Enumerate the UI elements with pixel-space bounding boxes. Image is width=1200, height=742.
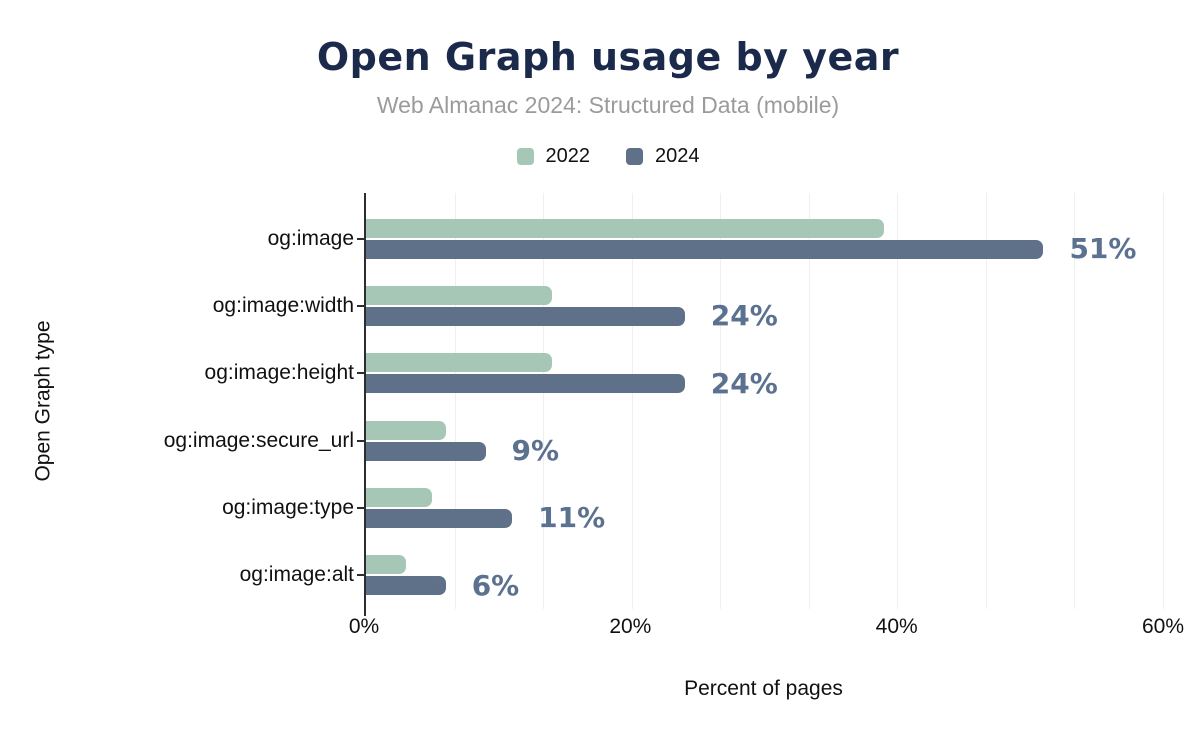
bar-line-2024: 24%: [366, 369, 1163, 397]
plot-region: 51% 24%: [349, 193, 1184, 701]
bar-line-2022: [366, 218, 1163, 238]
chart-body: Open Graph type og:image og:image:width …: [16, 193, 1200, 701]
gridline: [1074, 193, 1076, 609]
legend: 2022 2024: [16, 145, 1200, 167]
data-label-og-image: 51%: [1069, 232, 1137, 266]
gridlines: [366, 193, 1164, 609]
bar-group-og-image-height: 24%: [357, 340, 1163, 407]
category-label-og-image-alt: og:image:alt: [239, 563, 354, 587]
gridline: [720, 193, 722, 609]
chart-subtitle: Web Almanac 2024: Structured Data (mobil…: [376, 92, 840, 118]
bar-2022-og-image: [366, 218, 885, 238]
category-label-og-image-type: og:image:type: [222, 495, 354, 519]
category-labels: og:image og:image:width og:image:height …: [72, 193, 364, 609]
x-axis-title: Percent of pages: [684, 677, 843, 700]
chart-title: Open Graph usage by year: [316, 35, 900, 79]
gridline: [631, 193, 633, 609]
gridline: [454, 193, 456, 609]
bar-2022-og-image-secure-url: [366, 420, 446, 440]
category-label-og-image-width: og:image:width: [212, 293, 354, 317]
legend-label-2024: 2024: [655, 144, 700, 167]
bar-line-2022: [366, 555, 1163, 575]
category-label-og-image-secure-url: og:image:secure_url: [163, 428, 354, 452]
x-tick-40: 40%: [875, 615, 918, 638]
bar-line-2024: 24%: [366, 302, 1163, 330]
bar-2024-og-image-type: [366, 508, 513, 528]
bar-line-2022: [366, 353, 1163, 373]
bar-group-og-image-width: 24%: [357, 272, 1163, 339]
data-label-og-image-alt: 6%: [471, 568, 520, 602]
legend-label-2022: 2022: [545, 144, 591, 167]
bar-group-og-image: 51%: [357, 205, 1163, 272]
bar-rows: 51% 24%: [357, 193, 1163, 609]
legend-swatch-2024: [626, 147, 643, 165]
legend-item-2024: 2024: [626, 145, 700, 168]
data-label-og-image-width: 24%: [710, 299, 778, 333]
bar-line-2024: 51%: [366, 235, 1163, 263]
bar-line-2022: [366, 285, 1163, 305]
bar-2024-og-image-alt: [366, 576, 446, 596]
plot-area: 51% 24%: [357, 193, 1164, 616]
bar-group-og-image-alt: 6%: [357, 542, 1163, 609]
category-label-og-image-height: og:image:height: [204, 361, 354, 385]
category-label-og-image: og:image: [267, 226, 354, 250]
y-axis-title-box: Open Graph type: [16, 193, 72, 609]
bar-line-2022: [366, 487, 1163, 507]
bar-2024-og-image-width: [366, 306, 685, 326]
bar-2022-og-image-alt: [366, 555, 406, 575]
legend-item-2022: 2022: [516, 144, 591, 168]
bar-2022-og-image-height: [366, 353, 552, 373]
gridline: [543, 193, 545, 609]
bar-2024-og-image: [366, 239, 1044, 259]
bar-line-2024: 11%: [366, 504, 1163, 532]
data-label-og-image-type: 11%: [538, 501, 606, 535]
data-label-og-image-secure-url: 9%: [511, 434, 560, 468]
bar-2022-og-image-type: [366, 487, 433, 507]
bar-2022-og-image-width: [366, 285, 552, 305]
gridline: [1163, 193, 1164, 609]
gridline: [808, 193, 810, 609]
gridline: [985, 193, 987, 609]
y-axis-title: Open Graph type: [32, 320, 56, 482]
data-label-og-image-height: 24%: [710, 366, 778, 400]
bar-2024-og-image-height: [366, 374, 685, 394]
x-tick-60: 60%: [1141, 615, 1185, 638]
x-axis: 0% 20% 40% 60%: [349, 615, 1184, 643]
gridline: [897, 193, 899, 609]
bar-group-og-image-type: 11%: [357, 474, 1163, 541]
bar-2024-og-image-secure-url: [366, 441, 486, 461]
legend-swatch-2022: [516, 147, 534, 165]
bar-line-2022: [366, 420, 1163, 440]
bar-group-og-image-secure-url: 9%: [357, 407, 1163, 474]
bar-line-2024: 6%: [366, 571, 1163, 599]
x-tick-0: 0%: [348, 615, 380, 638]
x-tick-20: 20%: [609, 615, 652, 638]
bar-line-2024: 9%: [366, 437, 1163, 465]
